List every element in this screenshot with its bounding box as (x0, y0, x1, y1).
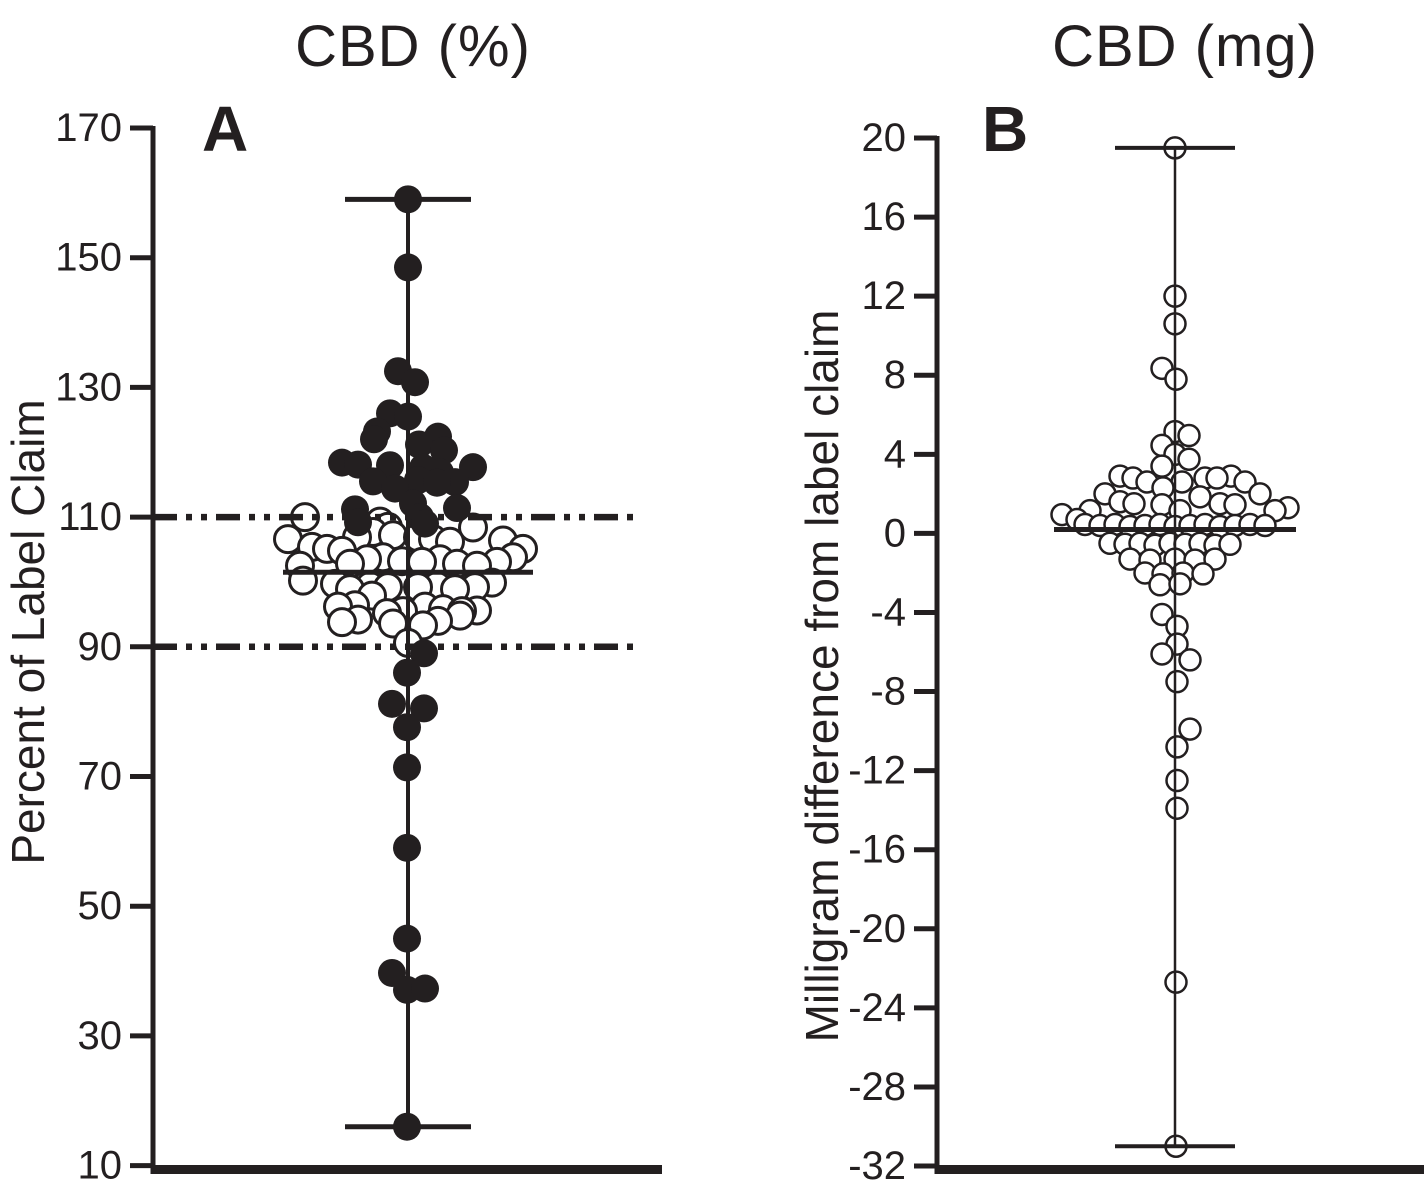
data-point-filled (410, 694, 438, 723)
data-point-open (1168, 572, 1192, 596)
data-point-open (1233, 470, 1257, 494)
y-tick-label-A-110: 110 (58, 495, 122, 539)
data-point-filled (393, 924, 421, 953)
y-tick-label-A-50: 50 (78, 884, 123, 928)
data-point-filled (394, 402, 422, 431)
y-tick-label-B-0: 0 (884, 511, 906, 555)
data-point-filled (443, 494, 471, 523)
y-tick-label-B--24: -24 (848, 986, 906, 1030)
data-point-filled (360, 425, 388, 454)
y-tick-label-B-12: 12 (862, 274, 907, 318)
panel-a-title: CBD (%) (295, 14, 531, 79)
data-point-filled (401, 368, 429, 397)
data-point-open (1205, 466, 1229, 490)
y-tick-label-A-150: 150 (55, 236, 122, 280)
data-point-open (1148, 573, 1172, 597)
data-point-open (1165, 796, 1189, 820)
y-tick-label-A-70: 70 (78, 755, 123, 799)
data-point-open (1253, 513, 1277, 538)
data-point-open (1165, 669, 1189, 694)
data-point-open (1223, 492, 1247, 517)
y-tick-label-A-30: 30 (78, 1014, 123, 1058)
data-point-filled (344, 508, 372, 537)
panel-b-y-axis-label: Milligram difference from label claim (796, 309, 848, 1043)
panel-a-y-axis-label: Percent of Label Claim (2, 399, 54, 865)
data-point-open (1188, 485, 1212, 509)
data-point-open (1150, 602, 1174, 627)
y-tick-label-B-16: 16 (862, 195, 907, 239)
data-point-filled (393, 753, 421, 782)
data-point-filled (393, 713, 421, 742)
panel-a-letter: A (202, 93, 249, 165)
data-point-filled (423, 468, 451, 497)
data-point-filled (393, 658, 421, 687)
y-tick-label-B--4: -4 (870, 590, 906, 634)
data-point-open (1178, 717, 1202, 741)
data-point-filled (410, 639, 438, 668)
y-tick-label-B--8: -8 (870, 670, 906, 714)
data-point-open (1178, 648, 1202, 672)
panel-b-letter: B (982, 93, 1029, 165)
data-point-filled (394, 253, 422, 282)
y-tick-label-B--12: -12 (848, 749, 906, 793)
data-point-open (1165, 768, 1189, 793)
y-tick-label-A-130: 130 (55, 365, 122, 409)
data-point-open (1177, 447, 1201, 472)
y-tick-label-A-90: 90 (78, 625, 123, 669)
y-tick-label-B--20: -20 (848, 907, 906, 951)
data-point-filled (411, 509, 439, 538)
data-point-open (1248, 482, 1272, 506)
y-tick-label-A-170: 170 (55, 106, 122, 150)
data-point-open (1165, 735, 1189, 759)
y-tick-label-B--16: -16 (848, 828, 906, 872)
y-tick-label-B--32: -32 (848, 1144, 906, 1188)
data-point-open (1122, 491, 1146, 516)
data-point-filled (394, 185, 422, 214)
data-point-open (327, 607, 357, 638)
data-point-open (1150, 642, 1174, 666)
data-point-open (1177, 423, 1201, 448)
data-point-filled (393, 833, 421, 862)
y-tick-label-B-4: 4 (884, 432, 906, 476)
data-point-filled (430, 436, 458, 465)
data-point-filled (405, 430, 433, 459)
y-tick-label-B-8: 8 (884, 353, 906, 397)
data-point-filled (378, 689, 406, 718)
y-tick-label-B-20: 20 (862, 116, 907, 160)
panel-b-title: CBD (mg) (1052, 14, 1318, 79)
data-point-filled (393, 1112, 421, 1141)
data-point-filled (411, 974, 439, 1003)
data-point-filled (359, 467, 387, 496)
y-tick-label-B--28: -28 (848, 1065, 906, 1109)
y-tick-label-A-10: 10 (78, 1144, 123, 1188)
data-point-open (1218, 532, 1242, 557)
data-point-open (1191, 562, 1215, 586)
